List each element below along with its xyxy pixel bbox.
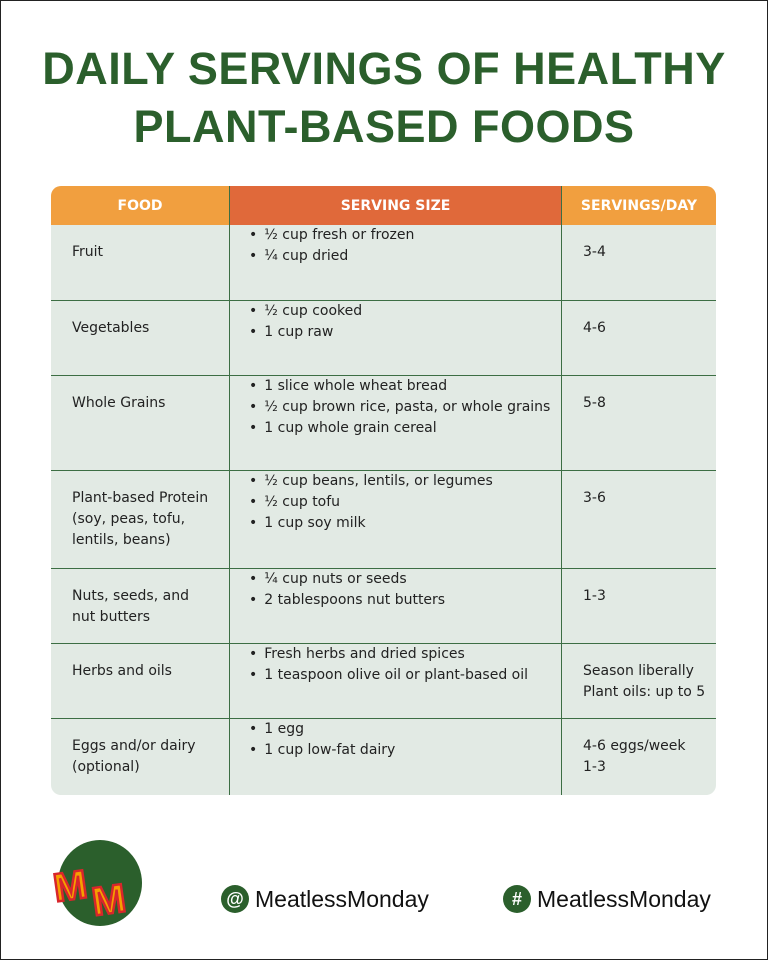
serving-size-cell: Fresh herbs and dried spices1 teaspoon o… (229, 644, 562, 718)
servings-cell-line: 1-3 (583, 588, 606, 604)
serving-size-cell-line: 1 slice whole wheat bread (249, 376, 561, 397)
serving-size-cell-line: ½ cup fresh or frozen (249, 225, 561, 246)
serving-size-cell: ½ cup beans, lentils, or legumes½ cup to… (229, 471, 562, 568)
food-cell: Vegetables (51, 301, 229, 375)
servings-cell: 4-6 eggs/week 1-3 (562, 719, 716, 795)
table-row: Fruit ½ cup fresh or frozen¼ cup dried 3-4 (51, 225, 716, 300)
servings-cell-line: 3-4 (583, 244, 606, 260)
serving-size-cell-line: ½ cup cooked (249, 301, 561, 322)
serving-size-cell-line: 1 egg (249, 719, 561, 740)
food-cell: Nuts, seeds, and nut butters (51, 569, 229, 643)
svg-text:M: M (52, 863, 90, 911)
serving-size-cell-line: 2 tablespoons nut butters (249, 590, 561, 611)
food-cell-line: nut butters (72, 609, 151, 625)
servings-table: FOOD SERVING SIZE SERVINGS/DAY Fruit ½ cu… (51, 186, 716, 795)
table-row: Nuts, seeds, and nut butters ¼ cup nuts or… (51, 568, 716, 643)
serving-size-cell-line: 1 cup low-fat dairy (249, 740, 561, 761)
servings-cell-line: 3-6 (583, 490, 606, 506)
food-cell: Fruit (51, 225, 229, 300)
serving-size-cell-line: ½ cup tofu (249, 492, 561, 513)
food-cell-line: (soy, peas, tofu, (72, 511, 186, 527)
svg-text:M: M (89, 876, 128, 924)
food-cell-line: Whole Grains (72, 395, 166, 411)
table-row: Herbs and oils Fresh herbs and dried spic… (51, 643, 716, 718)
servings-cell-line: 1-3 (583, 759, 606, 775)
servings-cell: 3-6 (562, 471, 716, 568)
food-cell-line: Fruit (72, 244, 104, 260)
food-cell-line: (optional) (72, 759, 140, 775)
servings-cell-line: Season liberally (583, 663, 694, 679)
header-servings-day: SERVINGS/DAY (562, 186, 716, 225)
servings-cell: Season liberally Plant oils: up to 5 (562, 644, 716, 718)
table-row: Eggs and/or dairy (optional) 1 egg1 cup lo… (51, 718, 716, 795)
serving-size-cell-line: 1 cup raw (249, 322, 561, 343)
at-icon: @ (221, 885, 249, 913)
food-cell: Whole Grains (51, 376, 229, 470)
serving-size-cell: ¼ cup nuts or seeds2 tablespoons nut but… (229, 569, 562, 643)
serving-size-cell: 1 egg1 cup low-fat dairy (229, 719, 562, 795)
food-cell: Plant-based Protein (soy, peas, tofu, lent… (51, 471, 229, 568)
servings-cell: 3-4 (562, 225, 716, 300)
table-row: Whole Grains 1 slice whole wheat bread½ c… (51, 375, 716, 470)
food-cell-line: Eggs and/or dairy (72, 738, 196, 754)
serving-size-cell: ½ cup cooked1 cup raw (229, 301, 562, 375)
serving-size-cell-line: ¼ cup dried (249, 246, 561, 267)
servings-cell: 4-6 (562, 301, 716, 375)
hashtag-icon: # (503, 885, 531, 913)
table-row: Plant-based Protein (soy, peas, tofu, lent… (51, 470, 716, 568)
serving-size-cell-line: ½ cup brown rice, pasta, or whole grains (249, 397, 561, 418)
page-title: DAILY SERVINGS OF HEALTHY PLANT-BASED FOO… (0, 40, 768, 156)
food-cell-line: Herbs and oils (72, 663, 172, 679)
social-instagram[interactable]: @ MeatlessMonday (221, 885, 429, 913)
title-line-1: DAILY SERVINGS OF HEALTHY (42, 43, 726, 94)
servings-cell: 1-3 (562, 569, 716, 643)
serving-size-cell-line: 1 cup whole grain cereal (249, 418, 561, 439)
header-serving-size: SERVING SIZE (229, 186, 562, 225)
meatless-monday-logo: M M (52, 840, 142, 926)
social-handle: MeatlessMonday (537, 885, 711, 912)
table-header: FOOD SERVING SIZE SERVINGS/DAY (51, 186, 716, 225)
serving-size-cell-line: 1 teaspoon olive oil or plant-based oil (249, 665, 561, 686)
food-cell: Herbs and oils (51, 644, 229, 718)
serving-size-cell-line: ¼ cup nuts or seeds (249, 569, 561, 590)
servings-cell-line: 4-6 eggs/week (583, 738, 686, 754)
food-cell-line: Vegetables (72, 320, 150, 336)
header-food: FOOD (51, 186, 229, 225)
serving-size-cell-line: Fresh herbs and dried spices (249, 644, 561, 665)
table-row: Vegetables ½ cup cooked1 cup raw 4-6 (51, 300, 716, 375)
serving-size-cell: ½ cup fresh or frozen¼ cup dried (229, 225, 562, 300)
servings-cell-line: 5-8 (583, 395, 606, 411)
food-cell-line: Plant-based Protein (72, 490, 209, 506)
food-cell: Eggs and/or dairy (optional) (51, 719, 229, 795)
food-cell-line: Nuts, seeds, and (72, 588, 189, 604)
serving-size-cell: 1 slice whole wheat bread½ cup brown ric… (229, 376, 562, 470)
food-cell-line: lentils, beans) (72, 532, 171, 548)
servings-cell: 5-8 (562, 376, 716, 470)
servings-cell-line: Plant oils: up to 5 (583, 684, 706, 700)
serving-size-cell-line: 1 cup soy milk (249, 513, 561, 534)
title-line-2: PLANT-BASED FOODS (133, 101, 635, 152)
social-handle: MeatlessMonday (255, 885, 429, 912)
serving-size-cell-line: ½ cup beans, lentils, or legumes (249, 471, 561, 492)
social-hashtag[interactable]: # MeatlessMonday (503, 885, 711, 913)
servings-cell-line: 4-6 (583, 320, 606, 336)
